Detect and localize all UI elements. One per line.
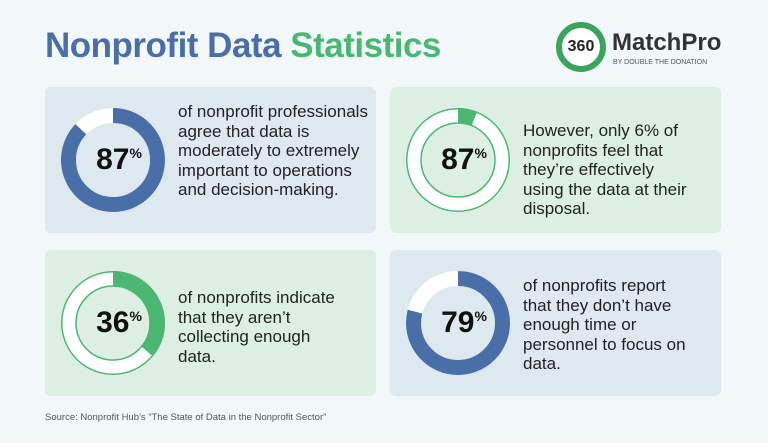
stat-value: 87% bbox=[96, 143, 142, 176]
donut-fill-segment bbox=[406, 271, 510, 375]
stat-value: 87% bbox=[441, 143, 487, 176]
donut-fill-segment bbox=[61, 108, 165, 212]
donut-chart bbox=[61, 108, 165, 212]
donut-fill-segment bbox=[61, 271, 165, 375]
stat-description: of nonprofits report that they don’t hav… bbox=[523, 276, 686, 373]
logo-ring-icon: 360 bbox=[556, 22, 606, 72]
stat-card-4: 79% of nonprofits report that they don’t… bbox=[390, 250, 721, 396]
donut-inner-outline bbox=[75, 285, 151, 361]
donut-outer-outline bbox=[61, 271, 165, 375]
stat-value: 79% bbox=[441, 306, 487, 339]
stat-description: of nonprofits indicate that they aren’t … bbox=[178, 288, 335, 366]
stat-value: 36% bbox=[96, 306, 142, 339]
stat-description: of nonprofit professionals agree that da… bbox=[178, 102, 368, 199]
donut-chart bbox=[61, 271, 165, 375]
matchpro-logo: 360 MatchPro BY DOUBLE THE DONATION bbox=[556, 22, 768, 78]
donut-chart bbox=[406, 108, 510, 212]
page-title: Nonprofit Data Statistics bbox=[45, 26, 441, 65]
donut-inner-outline bbox=[420, 122, 496, 198]
donut-chart bbox=[406, 271, 510, 375]
stat-card-1: 87% of nonprofit professionals agree tha… bbox=[45, 87, 376, 233]
stat-card-2: 87% However, only 6% of nonprofits feel … bbox=[390, 87, 721, 233]
source-note: Source: Nonprofit Hub’s “The State of Da… bbox=[45, 412, 327, 423]
stat-card-3: 36% of nonprofits indicate that they are… bbox=[45, 250, 376, 396]
donut-outer-outline bbox=[406, 108, 510, 212]
stat-description: However, only 6% of nonprofits feel that… bbox=[523, 121, 687, 218]
donut-fill-segment bbox=[406, 108, 510, 212]
